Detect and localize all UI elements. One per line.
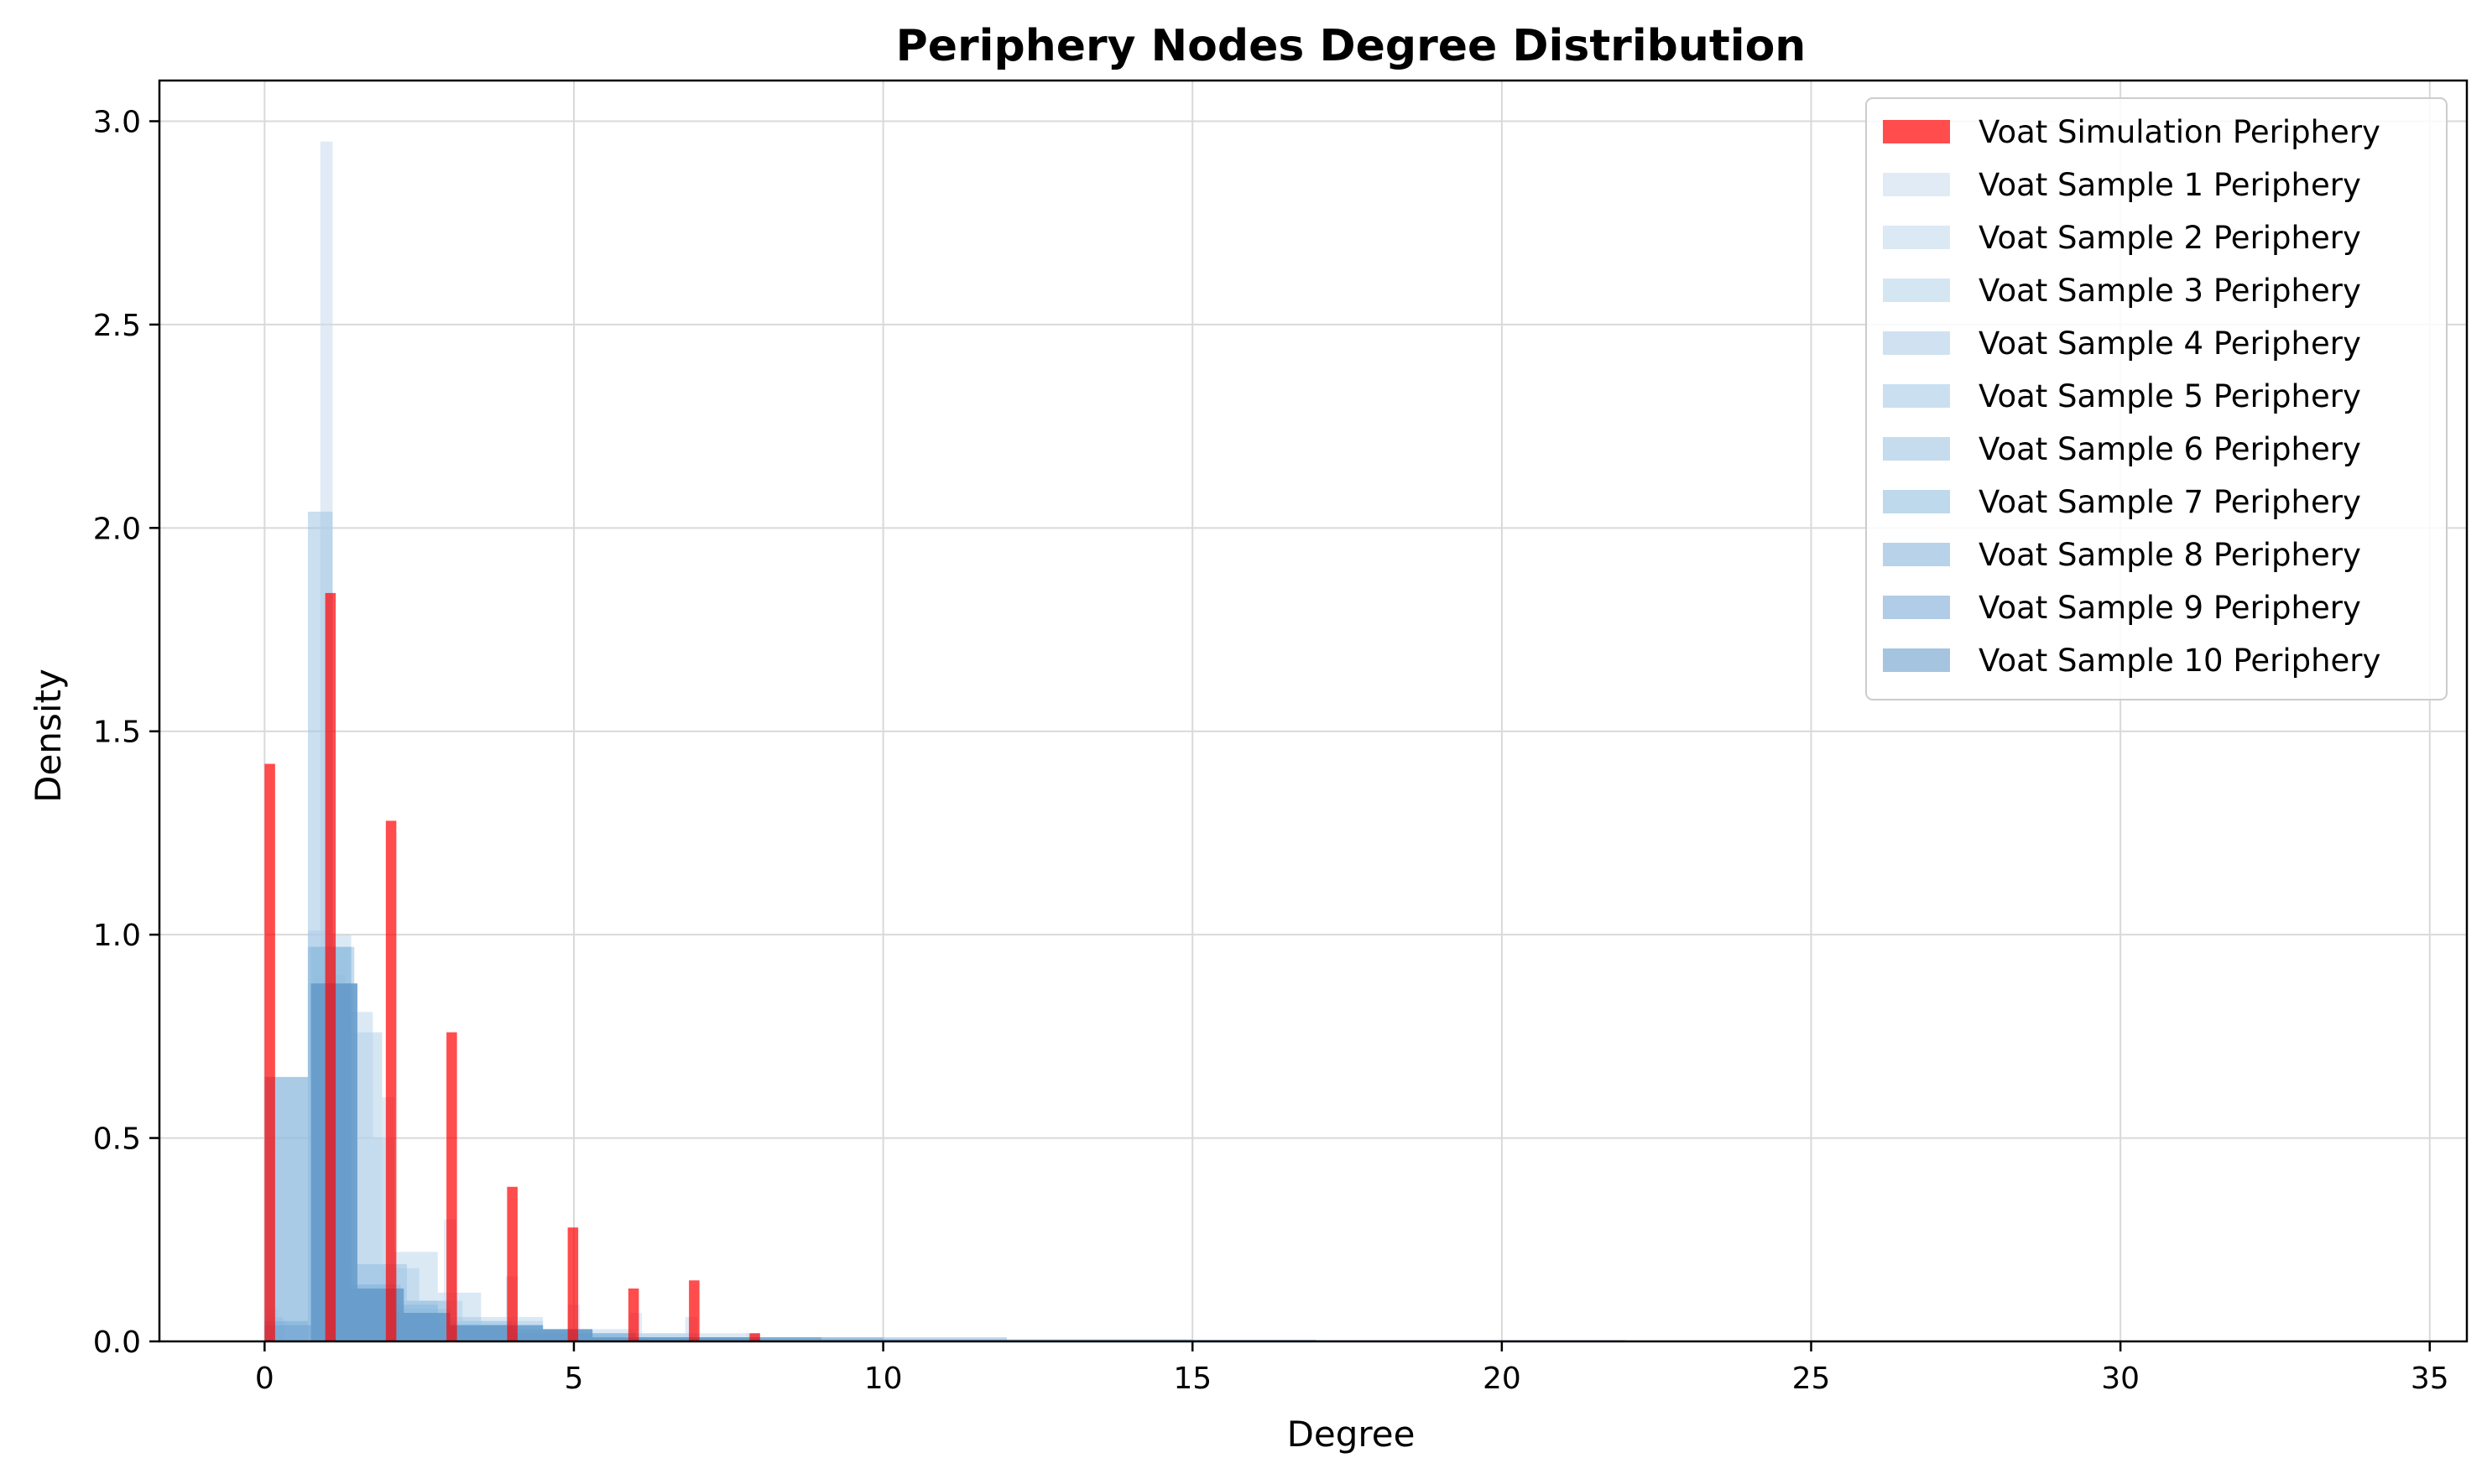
legend-label: Voat Simulation Periphery (1979, 114, 2380, 150)
legend-entry: Voat Sample 5 Periphery (1883, 378, 2361, 414)
histogram-bars (264, 141, 1626, 1341)
legend-entry: Voat Sample 6 Periphery (1883, 431, 2361, 467)
legend-swatch (1883, 648, 1950, 672)
x-tick-label: 10 (864, 1362, 903, 1396)
legend-swatch (1883, 384, 1950, 408)
legend-entry: Voat Sample 10 Periphery (1883, 643, 2380, 679)
legend-box (1865, 97, 2448, 700)
histogram-bar (628, 1288, 639, 1341)
histogram-bar (450, 1325, 544, 1341)
x-tick-label: 25 (1792, 1362, 1831, 1396)
y-tick-label: 0.5 (93, 1122, 141, 1157)
legend-label: Voat Sample 4 Periphery (1979, 325, 2361, 362)
legend-label: Voat Sample 1 Periphery (1979, 167, 2361, 203)
histogram-bar (264, 1325, 311, 1341)
y-tick-label: 0.0 (93, 1325, 141, 1360)
x-tick-label: 15 (1173, 1362, 1212, 1396)
histogram-bar (446, 1032, 457, 1341)
legend-swatch (1883, 226, 1950, 249)
x-tick-label: 20 (1483, 1362, 1521, 1396)
x-tick-label: 0 (255, 1362, 274, 1396)
histogram-bar (749, 1333, 760, 1341)
legend-entry: Voat Sample 2 Periphery (1883, 220, 2361, 256)
y-tick-label: 1.5 (93, 716, 141, 750)
legend-label: Voat Sample 2 Periphery (1979, 220, 2361, 256)
legend-swatch (1883, 173, 1950, 196)
x-axis-ticks: 0 5 10 15 20 25 30 35 (255, 1341, 2449, 1396)
legend-label: Voat Sample 6 Periphery (1979, 431, 2361, 467)
legend-entry: Voat Sample 4 Periphery (1883, 325, 2361, 362)
histogram-bar (385, 820, 397, 1341)
legend-swatch (1883, 331, 1950, 355)
legend-swatch (1883, 279, 1950, 302)
legend-entry: Voat Simulation Periphery (1883, 114, 2380, 150)
histogram-bar (325, 592, 336, 1341)
chart-title: Periphery Nodes Degree Distribution (896, 21, 1807, 71)
legend-entry: Voat Sample 9 Periphery (1883, 590, 2361, 626)
histogram-bar (567, 1227, 579, 1341)
legend-swatch (1883, 120, 1950, 143)
plot-frame (158, 79, 2469, 1343)
histogram-bar (404, 1313, 451, 1341)
legend-label: Voat Sample 7 Periphery (1979, 484, 2361, 520)
histogram-bar (264, 763, 275, 1341)
x-tick-label: 5 (565, 1362, 584, 1396)
legend: Voat Simulation Periphery Voat Sample 1 P… (1865, 97, 2448, 700)
histogram-bar (592, 1337, 760, 1341)
legend-entry: Voat Sample 7 Periphery (1883, 484, 2361, 520)
legend-entry: Voat Sample 1 Periphery (1883, 167, 2361, 203)
histogram-bar (357, 1288, 404, 1341)
legend-entry: Voat Sample 3 Periphery (1883, 273, 2361, 309)
x-tick-label: 35 (2411, 1362, 2449, 1396)
x-tick-label: 30 (2101, 1362, 2140, 1396)
x-axis-label: Degree (1287, 1414, 1416, 1455)
legend-swatch (1883, 543, 1950, 566)
y-axis-ticks: 0.0 0.5 1.0 1.5 2.0 2.5 3.0 (93, 105, 159, 1360)
legend-entry: Voat Sample 8 Periphery (1883, 537, 2361, 573)
legend-swatch (1883, 437, 1950, 461)
series-simulation (264, 592, 760, 1341)
legend-label: Voat Sample 10 Periphery (1979, 643, 2380, 679)
y-axis-label: Density (28, 669, 69, 803)
histogram-bar (689, 1280, 700, 1341)
legend-label: Voat Sample 9 Periphery (1979, 590, 2361, 626)
legend-label: Voat Sample 8 Periphery (1979, 537, 2361, 573)
legend-swatch (1883, 490, 1950, 513)
legend-label: Voat Sample 5 Periphery (1979, 378, 2361, 414)
y-tick-label: 3.0 (93, 105, 141, 139)
legend-swatch (1883, 596, 1950, 619)
legend-label: Voat Sample 3 Periphery (1979, 273, 2361, 309)
y-tick-label: 1.0 (93, 919, 141, 953)
y-tick-label: 2.5 (93, 309, 141, 343)
y-tick-label: 2.0 (93, 512, 141, 546)
histogram-bar (507, 1186, 518, 1341)
